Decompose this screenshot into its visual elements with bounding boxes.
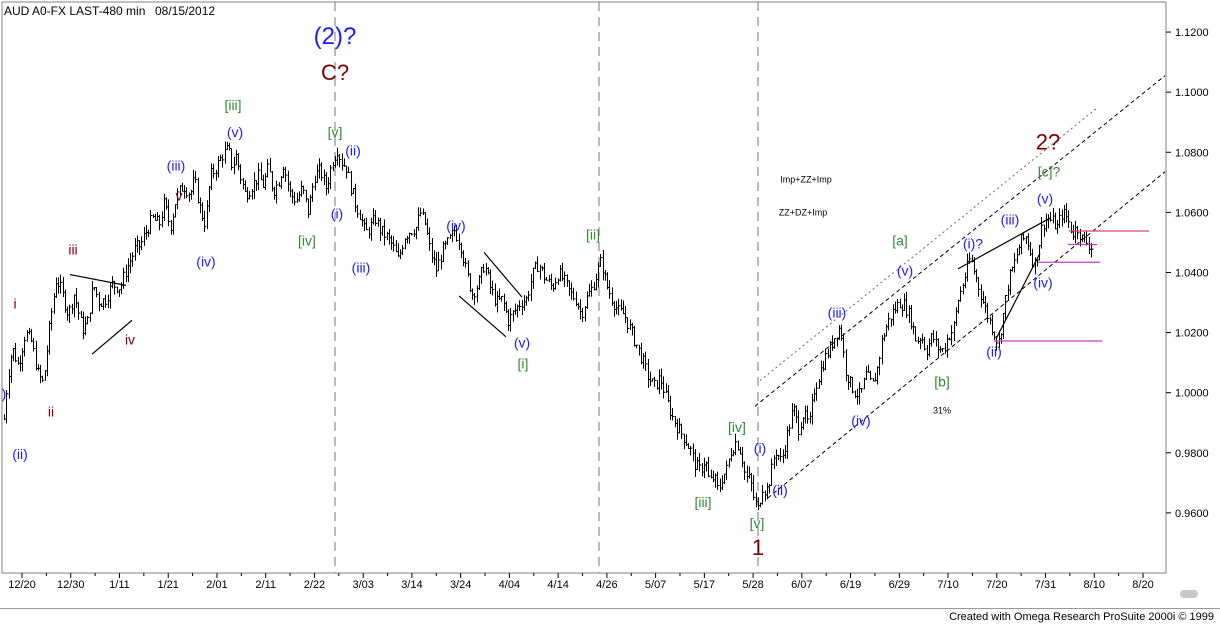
wave-label: 2? xyxy=(1036,129,1060,154)
y-tick-label: 1.0800 xyxy=(1175,147,1209,159)
channel-line-0 xyxy=(754,75,1166,407)
wave-label: iv xyxy=(125,332,135,348)
wave-label: (iii) xyxy=(167,157,186,173)
chart-background xyxy=(0,0,1220,610)
trend-line-5 xyxy=(995,252,1041,340)
wave-label: (ii) xyxy=(345,142,361,158)
y-tick-label: 1.0600 xyxy=(1175,207,1209,219)
x-tick-label: 7/10 xyxy=(937,579,958,591)
wave-label: (iv) xyxy=(851,413,870,429)
wave-label: [b] xyxy=(934,374,950,390)
horizontal-scroll-thumb[interactable] xyxy=(1180,590,1198,598)
wave-label: (v) xyxy=(227,124,243,140)
trend-line-3 xyxy=(483,251,523,298)
x-tick-label: 6/07 xyxy=(791,579,812,591)
wave-label: (2)? xyxy=(314,23,357,50)
y-tick-label: 1.0000 xyxy=(1175,388,1209,400)
wave-label: [iii] xyxy=(694,494,711,510)
x-tick-label: 7/31 xyxy=(1035,579,1056,591)
wave-label: [iv] xyxy=(298,232,316,248)
x-tick-label: 5/28 xyxy=(742,579,763,591)
wave-label: (v) xyxy=(897,262,913,278)
wave-label: ii xyxy=(48,404,54,420)
wave-label: [iv] xyxy=(728,419,746,435)
x-tick-label: 6/19 xyxy=(840,579,861,591)
wave-label: [v] xyxy=(328,124,343,140)
wave-label: (v) xyxy=(514,335,530,351)
x-tick-label: 1/11 xyxy=(109,579,130,591)
wave-label: 1 xyxy=(752,535,764,560)
x-tick-label: 12/30 xyxy=(57,579,85,591)
wave-label: (iii) xyxy=(1001,211,1020,227)
wave-label: (iii) xyxy=(352,259,371,275)
trend-line-2 xyxy=(458,295,507,338)
wave-label: [ii] xyxy=(586,226,600,242)
wave-label: (i) xyxy=(754,440,766,456)
x-tick-label: 3/03 xyxy=(352,579,373,591)
x-tick-label: 6/29 xyxy=(889,579,910,591)
chart-window: (2)? C? [v] (ii) (i) [iv] (iii) [iii] (v) (iii) v(… xyxy=(0,0,1220,610)
wave-label: (i) xyxy=(331,205,343,221)
y-tick-label: 1.1000 xyxy=(1175,87,1209,99)
x-tick-label: 3/14 xyxy=(401,579,422,591)
wave-label: (iv) xyxy=(446,217,465,233)
x-tick-label: 5/17 xyxy=(694,579,715,591)
wave-label: [iii] xyxy=(224,97,241,113)
wave-label: iii xyxy=(68,241,77,257)
wave-label: ZZ+DZ+Imp xyxy=(779,207,828,217)
wave-label: [v] xyxy=(750,515,765,531)
x-tick-label: 2/22 xyxy=(304,579,325,591)
wave-label: (iii) xyxy=(828,305,847,321)
wave-label: Imp+ZZ+Imp xyxy=(780,174,832,184)
credit-text: Created with Omega Research ProSuite 200… xyxy=(949,611,1214,623)
chart-date: 08/15/2012 xyxy=(155,4,215,18)
wave-label: [a] xyxy=(892,232,908,248)
wave-label: (iv) xyxy=(196,253,215,269)
wave-label: v xyxy=(176,187,183,203)
plot-frame xyxy=(1,1,1167,574)
x-tick-label: 7/20 xyxy=(986,579,1007,591)
x-tick-label: 2/01 xyxy=(206,579,227,591)
trend-line-0 xyxy=(69,273,127,286)
wave-label: [c]? xyxy=(1038,163,1061,179)
y-tick-label: 0.9600 xyxy=(1175,508,1209,520)
x-tick-label: 4/14 xyxy=(547,579,568,591)
wave-label: (ii) xyxy=(986,344,1002,360)
wave-label: [i] xyxy=(518,356,529,372)
x-tick-label: 8/20 xyxy=(1132,579,1153,591)
channel-line-1 xyxy=(767,171,1166,499)
wave-label: 31% xyxy=(933,406,951,416)
trend-line-1 xyxy=(91,319,133,355)
wave-label: (iv) xyxy=(1033,275,1052,291)
x-tick-label: 4/26 xyxy=(596,579,617,591)
price-chart[interactable]: (2)?C?[v](ii)(i)[iv](iii)[iii](v)(iii)v(… xyxy=(0,0,1220,610)
y-tick-label: 0.9800 xyxy=(1175,448,1209,460)
y-tick-label: 1.0400 xyxy=(1175,267,1209,279)
wave-label: (ii) xyxy=(12,446,28,462)
price-bars xyxy=(4,141,1094,511)
x-tick-label: 12/20 xyxy=(8,579,36,591)
wave-label: ) xyxy=(2,386,7,402)
trend-line-4 xyxy=(957,217,1051,270)
status-bar: Created with Omega Research ProSuite 200… xyxy=(0,608,1220,626)
x-tick-label: 1/21 xyxy=(158,579,179,591)
x-tick-label: 3/24 xyxy=(450,579,471,591)
y-tick-label: 1.0200 xyxy=(1175,328,1209,340)
wave-label: (ii) xyxy=(772,482,788,498)
wave-label: i xyxy=(13,296,16,312)
y-tick-label: 1.1200 xyxy=(1175,27,1209,39)
wave-label: (i)? xyxy=(963,235,983,251)
chart-symbol-title: AUD A0-FX LAST-480 min xyxy=(4,4,145,18)
x-tick-label: 2/11 xyxy=(255,579,276,591)
x-tick-label: 8/10 xyxy=(1084,579,1105,591)
wave-label: C? xyxy=(321,60,349,85)
x-tick-label: 5/07 xyxy=(645,579,666,591)
x-tick-label: 4/04 xyxy=(499,579,520,591)
wave-label: (v) xyxy=(1037,190,1053,206)
